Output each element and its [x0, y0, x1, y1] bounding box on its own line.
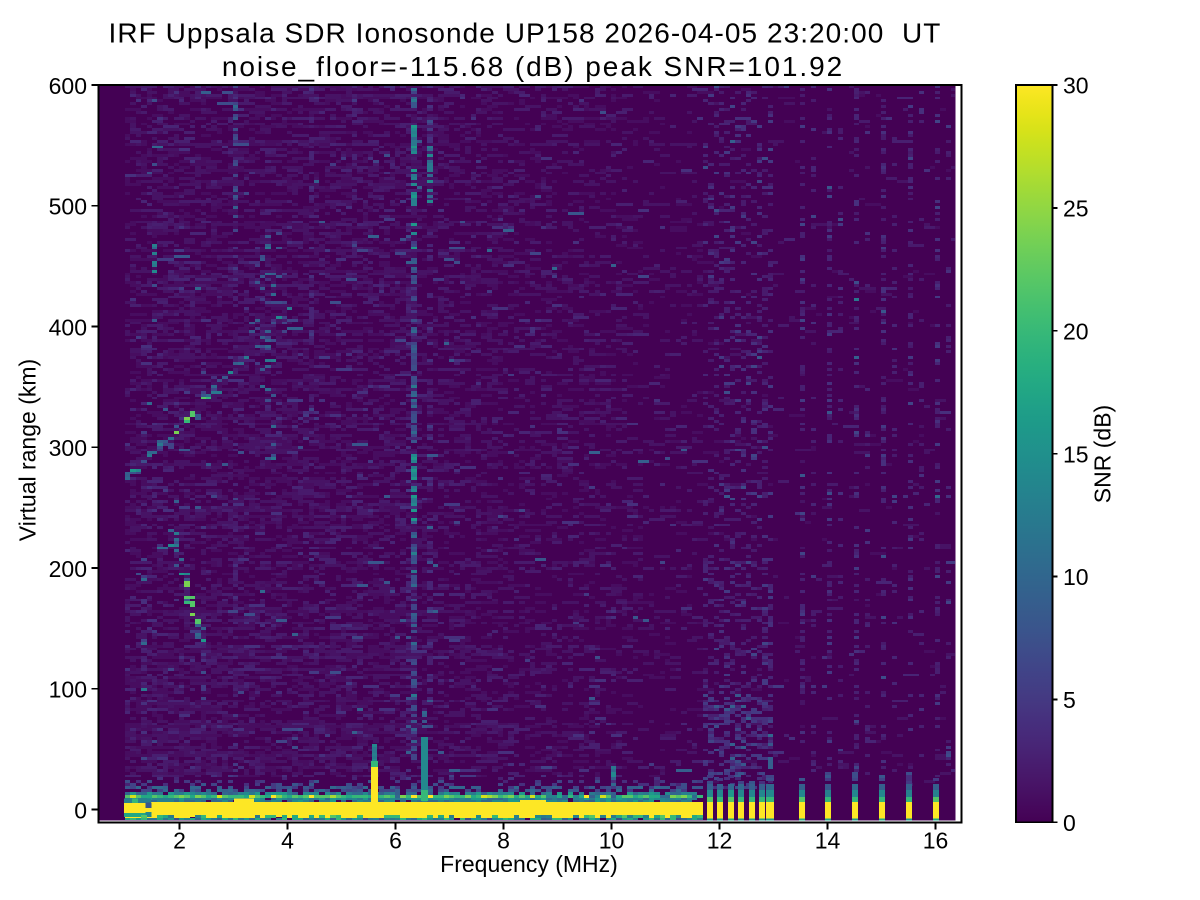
svg-text:600: 600 — [49, 73, 87, 99]
svg-text:100: 100 — [49, 677, 87, 703]
svg-text:20: 20 — [1063, 319, 1089, 345]
svg-text:noise_floor=-115.68 (dB) peak: noise_floor=-115.68 (dB) peak SNR=101.92 — [222, 51, 844, 82]
svg-text:Virtual range (km): Virtual range (km) — [15, 359, 41, 541]
svg-text:2: 2 — [173, 828, 186, 854]
svg-text:SNR (dB): SNR (dB) — [1090, 405, 1116, 503]
svg-text:25: 25 — [1063, 196, 1089, 222]
svg-text:8: 8 — [497, 828, 510, 854]
svg-text:16: 16 — [923, 828, 949, 854]
svg-text:Frequency (MHz): Frequency (MHz) — [440, 851, 618, 877]
svg-text:500: 500 — [49, 194, 87, 220]
svg-text:IRF Uppsala SDR Ionosonde UP15: IRF Uppsala SDR Ionosonde UP158 2026-04-… — [109, 18, 942, 49]
svg-text:400: 400 — [49, 314, 87, 340]
svg-text:12: 12 — [707, 828, 733, 854]
svg-text:10: 10 — [599, 828, 625, 854]
svg-text:300: 300 — [49, 435, 87, 461]
svg-text:10: 10 — [1063, 564, 1089, 590]
svg-text:14: 14 — [815, 828, 841, 854]
svg-text:0: 0 — [74, 797, 87, 823]
svg-text:4: 4 — [281, 828, 294, 854]
svg-text:30: 30 — [1063, 73, 1089, 99]
svg-text:6: 6 — [389, 828, 402, 854]
svg-text:5: 5 — [1063, 687, 1076, 713]
svg-text:0: 0 — [1063, 810, 1076, 836]
svg-text:200: 200 — [49, 556, 87, 582]
svg-text:15: 15 — [1063, 441, 1089, 467]
